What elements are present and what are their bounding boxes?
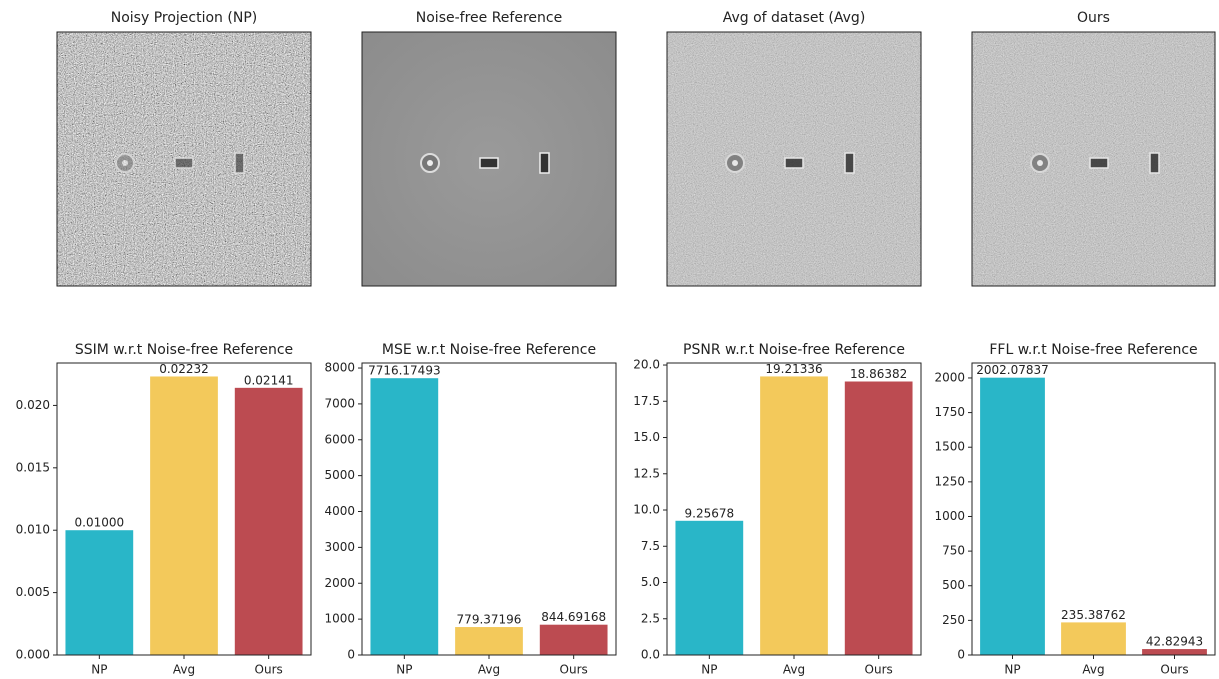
value-label: 0.02232: [159, 362, 209, 376]
y-tick-label: 1750: [934, 405, 965, 419]
x-tick-label: Avg: [173, 663, 195, 677]
y-tick-label: 2.5: [641, 611, 660, 625]
y-tick-label: 0: [957, 648, 965, 662]
y-tick-label: 5.0: [641, 575, 660, 589]
y-tick-label: 7000: [324, 396, 355, 410]
value-label: 42.82943: [1146, 635, 1203, 649]
bar: [675, 521, 743, 655]
bar: [455, 627, 523, 655]
x-tick-label: NP: [701, 663, 717, 677]
x-tick-label: NP: [396, 663, 412, 677]
bar: [980, 378, 1045, 655]
bar: [760, 376, 828, 655]
value-label: 235.38762: [1061, 608, 1126, 622]
x-tick-label: NP: [91, 663, 107, 677]
image-noisy: [57, 32, 311, 286]
y-tick-label: 7.5: [641, 539, 660, 553]
chart-title: SSIM w.r.t Noise-free Reference: [75, 342, 293, 358]
y-tick-label: 6000: [324, 432, 355, 446]
image-title: Noisy Projection (NP): [111, 10, 257, 26]
y-tick-label: 0.0: [641, 648, 660, 662]
bar: [235, 388, 303, 655]
chart-title: MSE w.r.t Noise-free Reference: [382, 342, 596, 358]
y-tick-label: 3000: [324, 540, 355, 554]
value-label: 7716.17493: [368, 364, 441, 378]
value-label: 0.02141: [244, 373, 294, 387]
bar: [1142, 649, 1207, 655]
value-label: 779.37196: [457, 613, 522, 627]
image-reference: [362, 32, 616, 286]
chart-title: PSNR w.r.t Noise-free Reference: [683, 342, 905, 358]
y-tick-label: 1250: [934, 474, 965, 488]
y-tick-label: 2000: [934, 370, 965, 384]
y-tick-label: 8000: [324, 361, 355, 375]
y-tick-label: 1500: [934, 440, 965, 454]
y-tick-label: 20.0: [633, 358, 660, 372]
value-label: 844.69168: [541, 610, 606, 624]
y-tick-label: 1000: [934, 509, 965, 523]
figure: Noisy Projection (NP) Noise-free Referenc…: [0, 0, 1219, 679]
bar: [150, 376, 218, 655]
value-label: 19.21336: [765, 362, 822, 376]
x-tick-label: Avg: [478, 663, 500, 677]
y-tick-label: 4000: [324, 504, 355, 518]
value-label: 2002.07837: [976, 363, 1049, 377]
y-tick-label: 750: [942, 544, 965, 558]
bar: [370, 378, 438, 655]
bar: [65, 530, 133, 655]
y-tick-label: 0.015: [16, 460, 50, 474]
x-tick-label: Ours: [1160, 663, 1188, 677]
image-title: Noise-free Reference: [416, 10, 562, 26]
y-tick-label: 0.020: [16, 398, 50, 412]
y-tick-label: 500: [942, 578, 965, 592]
y-tick-label: 17.5: [633, 394, 660, 408]
y-tick-label: 0.005: [16, 585, 50, 599]
image-title: Ours: [1077, 10, 1110, 26]
y-tick-label: 1000: [324, 612, 355, 626]
bar: [540, 625, 608, 655]
y-tick-label: 15.0: [633, 430, 660, 444]
x-tick-label: Avg: [783, 663, 805, 677]
chart-title: FFL w.r.t Noise-free Reference: [989, 342, 1197, 358]
value-label: 18.86382: [850, 367, 907, 381]
y-tick-label: 5000: [324, 468, 355, 482]
x-tick-label: Ours: [560, 663, 588, 677]
y-tick-label: 2000: [324, 576, 355, 590]
x-tick-label: Ours: [255, 663, 283, 677]
x-tick-label: Ours: [865, 663, 893, 677]
y-tick-label: 10.0: [633, 503, 660, 517]
bar: [1061, 622, 1126, 655]
y-tick-label: 0.000: [16, 648, 50, 662]
y-tick-label: 0: [347, 648, 355, 662]
x-tick-label: Avg: [1082, 663, 1104, 677]
image-avg: [667, 32, 921, 286]
value-label: 0.01000: [75, 516, 125, 530]
image-title: Avg of dataset (Avg): [723, 10, 866, 26]
bar: [845, 382, 913, 655]
value-label: 9.25678: [685, 506, 735, 520]
y-tick-label: 12.5: [633, 466, 660, 480]
x-tick-label: NP: [1004, 663, 1020, 677]
y-tick-label: 250: [942, 613, 965, 627]
y-tick-label: 0.010: [16, 523, 50, 537]
image-ours: [972, 32, 1215, 286]
